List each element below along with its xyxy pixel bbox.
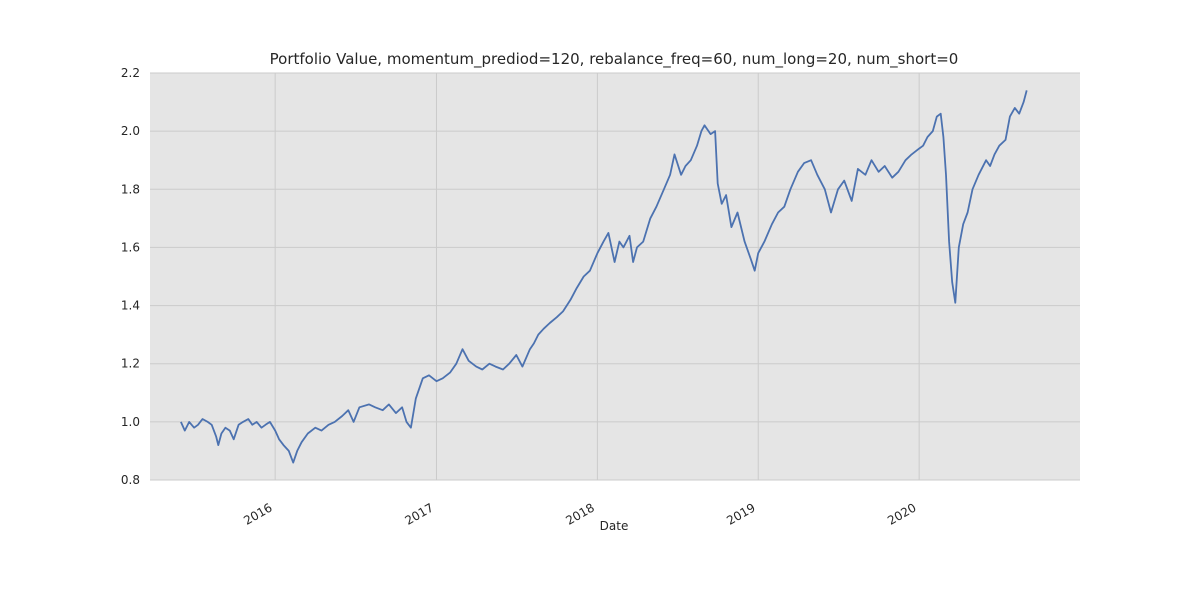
y-gridlines (150, 72, 1080, 481)
y-tick-label: 2.2 (121, 66, 140, 80)
y-tick-label: 1.8 (121, 182, 140, 196)
x-gridlines (274, 73, 920, 480)
x-axis-label: Date (600, 519, 629, 533)
series-line-portfolio-value (180, 90, 1028, 464)
y-tick-label: 1.6 (121, 240, 140, 254)
chart-title: Portfolio Value, momentum_prediod=120, r… (270, 50, 959, 69)
y-tick-label: 1.4 (121, 299, 140, 313)
plot-area-background (150, 73, 1080, 480)
y-tick-label: 1.2 (121, 357, 140, 371)
y-tick-label: 2.0 (121, 124, 140, 138)
y-tick-label: 1.0 (121, 415, 140, 429)
y-tick-label: 0.8 (121, 473, 140, 487)
y-tick-labels: 0.8 1.0 1.2 1.4 1.6 1.8 2.0 2.2 (121, 66, 140, 487)
